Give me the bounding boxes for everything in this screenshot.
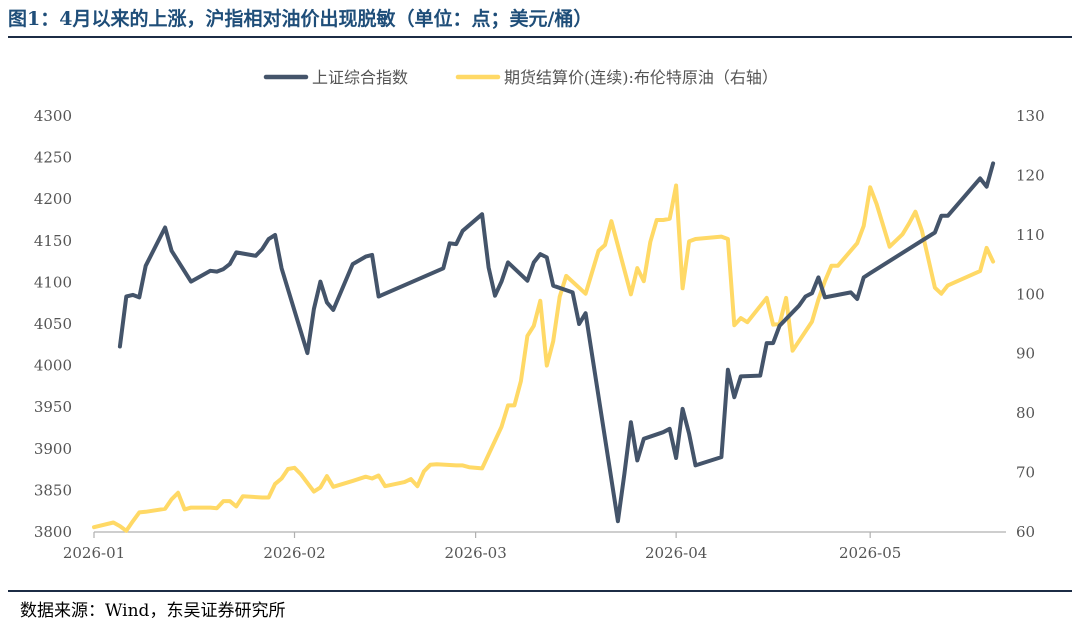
right-y-tick-label: 130 <box>1016 107 1045 125</box>
left-y-tick-label: 4250 <box>34 149 72 167</box>
left-y-axis: 3800 3850 3900 3950 4000 4050 4100 4150 4200 4250… <box>34 107 72 541</box>
series-line-brent-crude <box>92 183 996 533</box>
left-y-tick-label: 3800 <box>34 523 72 541</box>
source-note: 数据来源：Wind，东吴证券研究所 <box>20 601 286 621</box>
series-line-shanghai-composite <box>117 161 996 524</box>
right-y-tick-label: 120 <box>1016 166 1045 184</box>
left-y-tick-label: 4000 <box>34 357 72 375</box>
x-tick-label: 2026-04 <box>645 544 707 562</box>
legend-label: 期货结算价(连续):布伦特原油（右轴） <box>504 68 778 87</box>
left-y-tick-label: 4150 <box>34 232 72 250</box>
x-tick-label: 2026-02 <box>263 544 325 562</box>
right-y-axis: 60 70 80 90 100 110 120 130 <box>1016 107 1045 541</box>
x-tick-label: 2026-05 <box>839 544 901 562</box>
left-y-tick-label: 4050 <box>34 315 72 333</box>
x-tick-label: 2026-01 <box>63 544 125 562</box>
right-y-tick-label: 90 <box>1016 345 1035 363</box>
right-y-tick-label: 110 <box>1016 226 1045 244</box>
bottom-rule <box>8 590 1072 592</box>
top-rule <box>8 36 1072 38</box>
legend: 上证综合指数 期货结算价(连续):布伦特原油（右轴） <box>263 68 778 87</box>
x-axis: 2026-01 2026-02 2026-03 2026-04 2026-05 <box>63 531 1006 562</box>
left-y-tick-label: 3900 <box>34 440 72 458</box>
left-y-tick-label: 3850 <box>34 481 72 499</box>
right-y-tick-label: 80 <box>1016 404 1035 422</box>
right-y-tick-label: 100 <box>1016 285 1045 303</box>
right-y-tick-label: 60 <box>1016 523 1035 541</box>
left-y-tick-label: 4300 <box>34 107 72 125</box>
legend-label: 上证综合指数 <box>312 68 408 87</box>
left-y-tick-label: 3950 <box>34 398 72 416</box>
figure-title: 图1：4月以来的上涨，沪指相对油价出现脱敏（单位：点；美元/桶） <box>8 8 593 30</box>
x-tick-label: 2026-03 <box>444 544 506 562</box>
series-layer <box>92 161 996 533</box>
chart: 3800 3850 3900 3950 4000 4050 4100 4150 4200 4250… <box>34 68 1045 562</box>
left-y-tick-label: 4100 <box>34 273 72 291</box>
left-y-tick-label: 4200 <box>34 190 72 208</box>
right-y-tick-label: 70 <box>1016 464 1035 482</box>
